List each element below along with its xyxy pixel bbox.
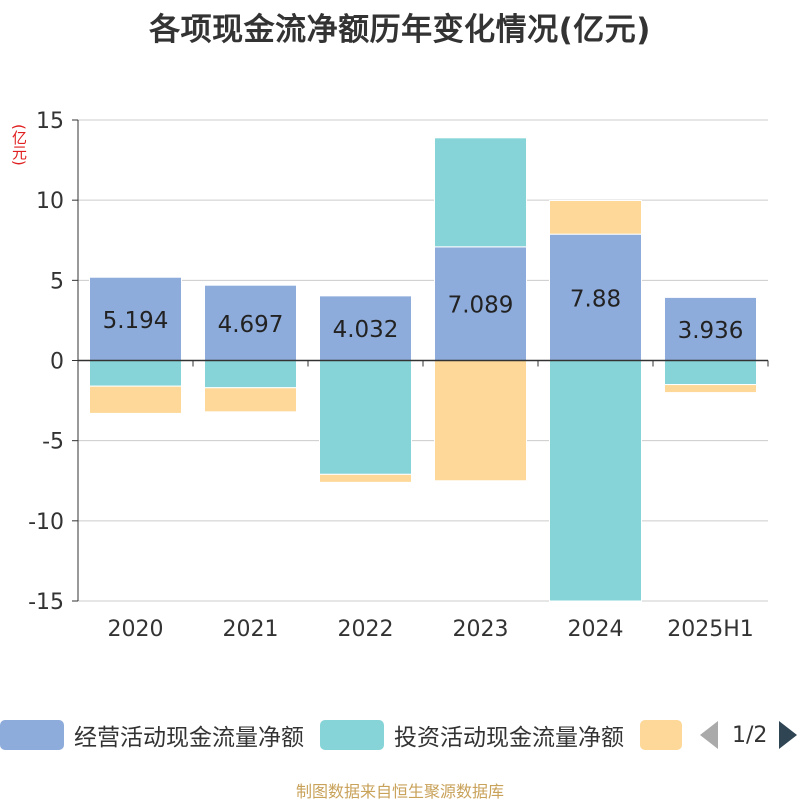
legend-swatch-financing bbox=[640, 720, 682, 750]
source-note: 制图数据来自恒生聚源数据库 bbox=[295, 782, 504, 801]
data-label: 7.089 bbox=[448, 293, 514, 319]
bar-operating bbox=[319, 295, 412, 362]
bar-operating bbox=[549, 233, 642, 361]
legend-swatch-investing bbox=[320, 720, 384, 750]
bar-investing bbox=[549, 360, 642, 602]
pager-text: 1/2 bbox=[732, 722, 768, 748]
legend-item-investing[interactable]: 投资活动现金流量净额 bbox=[320, 716, 624, 754]
bar-financing bbox=[664, 384, 757, 394]
bar-operating bbox=[434, 246, 527, 362]
bar-operating bbox=[664, 296, 757, 361]
data-label: 7.88 bbox=[570, 286, 621, 312]
legend: 经营活动现金流量净额 投资活动现金流量净额 1/2 bbox=[0, 716, 800, 754]
legend-pager: 1/2 bbox=[700, 718, 798, 752]
bar-financing bbox=[434, 360, 527, 482]
legend-swatch-operating bbox=[0, 720, 64, 750]
bar-investing bbox=[89, 360, 182, 387]
x-tick-label: 2021 bbox=[223, 617, 279, 642]
bar-financing bbox=[319, 473, 412, 483]
x-tick-label: 2023 bbox=[453, 617, 509, 642]
y-tick-label: 0 bbox=[50, 350, 64, 375]
y-axis-unit: (亿元) bbox=[10, 124, 28, 166]
chart-title: 各项现金流净额历年变化情况(亿元) bbox=[149, 12, 651, 48]
y-tick-label: 5 bbox=[50, 269, 64, 294]
x-tick-label: 2025H1 bbox=[667, 617, 754, 642]
x-tick-label: 2024 bbox=[568, 617, 624, 642]
bar-investing bbox=[434, 137, 527, 248]
legend-label-investing: 投资活动现金流量净额 bbox=[394, 725, 624, 751]
bar-financing bbox=[204, 387, 297, 413]
legend-item-operating[interactable]: 经营活动现金流量净额 bbox=[0, 716, 304, 754]
chart-plot: 15 10 5 0 -5 -10 -15 5.194 2020 4.697 2021 4.032 202… bbox=[28, 109, 769, 642]
pager-next-icon[interactable] bbox=[779, 721, 798, 749]
bar-financing bbox=[89, 385, 182, 414]
bar-operating bbox=[204, 284, 297, 361]
x-tick-label: 2022 bbox=[338, 617, 394, 642]
y-tick-label: 15 bbox=[36, 109, 64, 134]
y-tick-label: -5 bbox=[42, 430, 64, 455]
bar-investing bbox=[204, 360, 297, 389]
bar-investing bbox=[664, 360, 757, 386]
legend-item-financing[interactable] bbox=[640, 716, 692, 754]
y-tick-label: -15 bbox=[28, 590, 64, 615]
data-label: 4.032 bbox=[333, 317, 399, 343]
bar-investing bbox=[319, 360, 412, 475]
legend-label-operating: 经营活动现金流量净额 bbox=[74, 725, 304, 751]
y-tick-label: 10 bbox=[36, 189, 64, 214]
y-tick-label: -10 bbox=[28, 510, 64, 535]
pager-prev-icon[interactable] bbox=[700, 721, 718, 749]
x-tick-label: 2020 bbox=[108, 617, 164, 642]
data-label: 4.697 bbox=[218, 312, 284, 338]
data-label: 5.194 bbox=[103, 308, 169, 334]
bar-financing bbox=[549, 199, 642, 235]
data-label: 3.936 bbox=[678, 318, 744, 344]
